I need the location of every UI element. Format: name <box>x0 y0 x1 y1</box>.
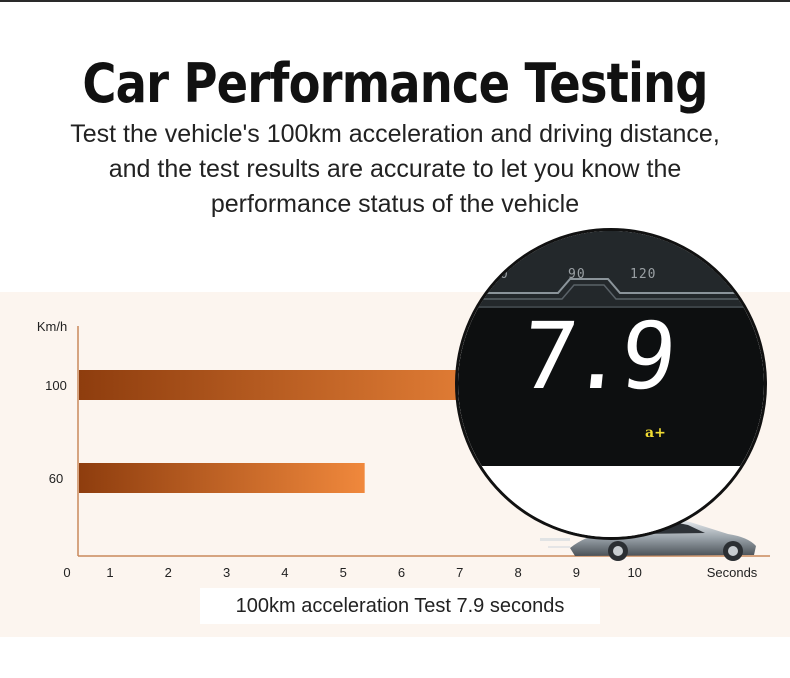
acceleration-readout: 7.9 <box>516 303 676 410</box>
x-axis-label: Seconds <box>707 565 758 580</box>
bar-60-kmh <box>79 463 365 493</box>
gauge-tick-90: 90 <box>568 267 586 282</box>
gauge-tick-120: 120 <box>630 267 657 282</box>
page-subtitle: Test the vehicle's 100km acceleration an… <box>20 117 770 222</box>
top-divider <box>0 0 790 2</box>
page-title: Car Performance Testing <box>82 52 708 115</box>
x-tick-label-1: 1 <box>106 565 113 580</box>
grade-badge: a+ <box>645 425 666 441</box>
hud-zoom-display: 0 90 120 7.9 a+ <box>455 228 767 540</box>
x-tick-label-9: 9 <box>573 565 580 580</box>
x-tick-label-8: 8 <box>514 565 521 580</box>
subtitle-line-2: and the test results are accurate to let… <box>108 155 682 183</box>
category-label-100: 100 <box>45 378 67 393</box>
x-tick-label-6: 6 <box>398 565 405 580</box>
x-tick-label-3: 3 <box>223 565 230 580</box>
origin-label: 0 <box>63 565 70 580</box>
x-tick-label-5: 5 <box>340 565 347 580</box>
category-label-60: 60 <box>49 471 63 486</box>
subtitle-line-3: performance status of the vehicle <box>210 190 580 218</box>
y-axis-label: Km/h <box>37 319 67 334</box>
x-tick-label-7: 7 <box>456 565 463 580</box>
result-caption: 100km acceleration Test 7.9 seconds <box>200 588 600 624</box>
gauge-tick-0: 0 <box>500 267 509 282</box>
subtitle-line-1: Test the vehicle's 100km acceleration an… <box>70 120 720 148</box>
x-tick-label-4: 4 <box>281 565 288 580</box>
x-tick-label-10: 10 <box>627 565 641 580</box>
x-tick-label-2: 2 <box>165 565 172 580</box>
